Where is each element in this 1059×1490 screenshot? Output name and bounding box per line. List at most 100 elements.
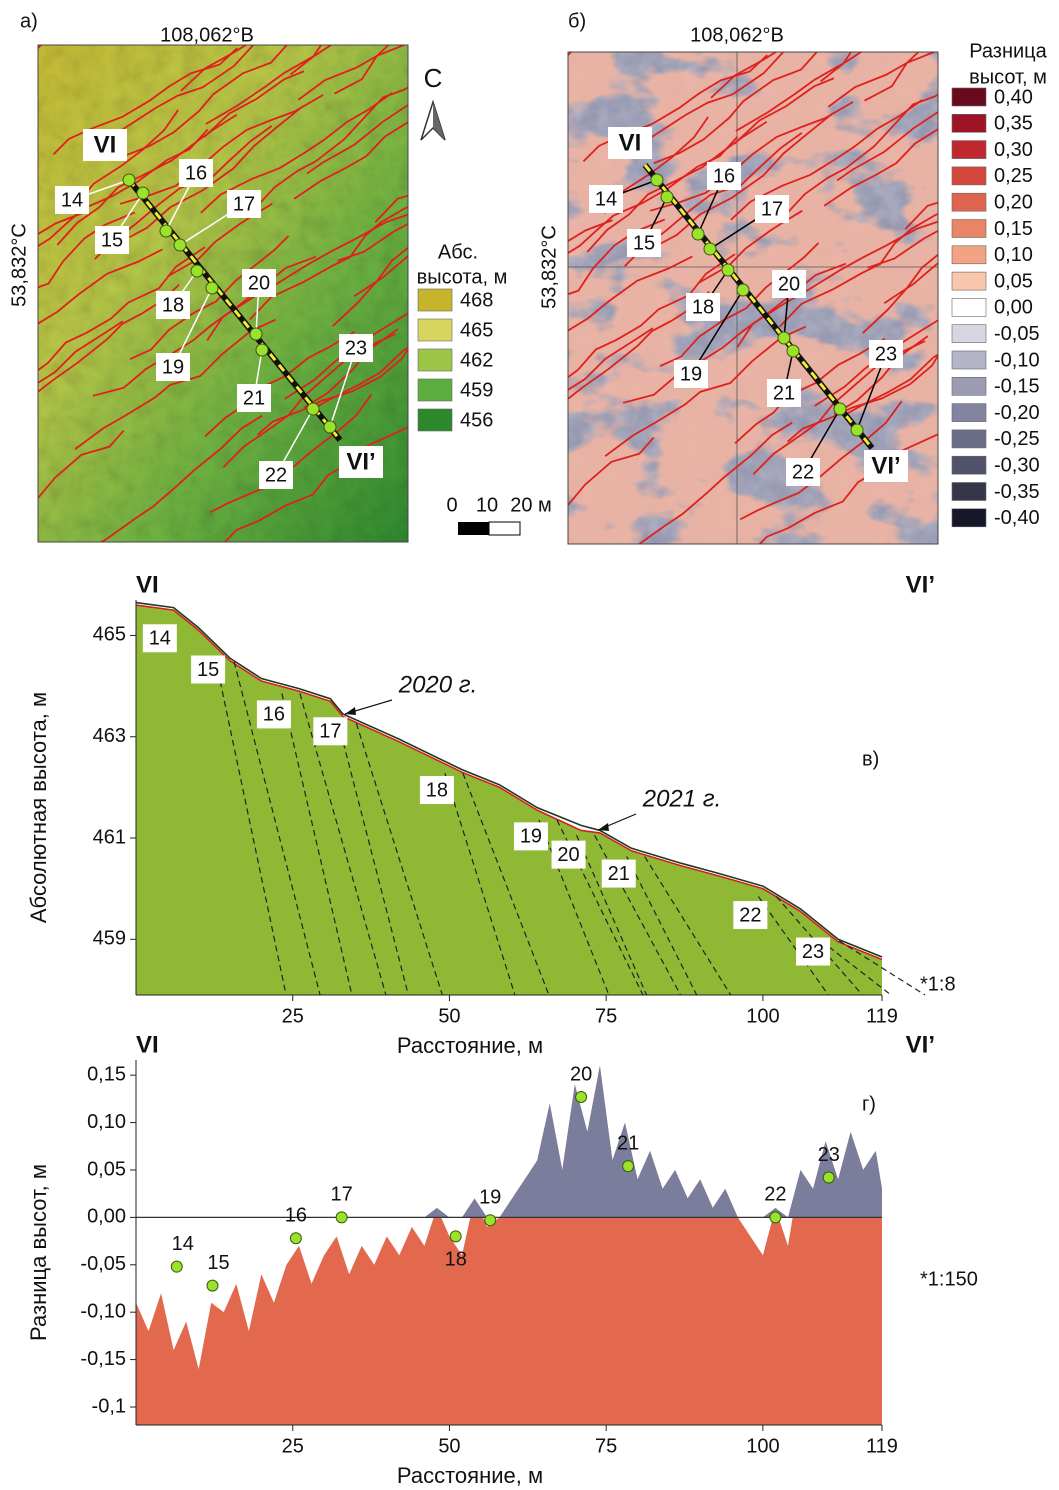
- x-tick-label: 119: [866, 1435, 898, 1457]
- legend-label: 0,35: [994, 113, 1033, 135]
- label-box: [864, 450, 908, 482]
- point-label: 15: [101, 229, 123, 251]
- label-box: [707, 162, 741, 190]
- point-label: 16: [263, 704, 285, 726]
- fault-line: [38, 128, 209, 248]
- fault-line: [659, 242, 820, 367]
- fault-line: [74, 318, 277, 450]
- legend-swatch: [417, 348, 453, 372]
- fault-line: [315, 346, 408, 408]
- fault-line: [38, 212, 83, 236]
- map-frame: [37, 44, 409, 543]
- point-label: 22: [764, 1184, 786, 1206]
- x-tick-label: 119: [866, 1005, 898, 1027]
- fault-line: [836, 111, 938, 182]
- point-label: 17: [233, 193, 255, 215]
- legend-swatch: [951, 376, 987, 396]
- y-tick-label: 0,10: [87, 1111, 126, 1133]
- label-box: [313, 717, 348, 746]
- legend-title: Абс.: [438, 241, 478, 263]
- point: [306, 402, 320, 416]
- panel-label: в): [862, 748, 879, 770]
- point-label: 17: [319, 721, 341, 743]
- x-tick-label: 75: [595, 1005, 617, 1027]
- longitude: 108,062°В: [690, 24, 784, 46]
- point: [691, 227, 705, 241]
- profile-end: VI’: [346, 448, 375, 475]
- area: [136, 605, 882, 995]
- point-label: 14: [149, 628, 171, 650]
- fault-line: [38, 248, 163, 325]
- point-label: 18: [426, 779, 448, 801]
- legend-label: 462: [460, 349, 493, 371]
- point-label: 19: [479, 1187, 501, 1209]
- fault-line: [253, 86, 408, 210]
- point: [484, 1214, 497, 1227]
- legend-label: 0,20: [994, 191, 1033, 213]
- y-tick-label: 0,05: [87, 1158, 126, 1180]
- fault-line: [353, 255, 408, 297]
- legend-swatch: [951, 140, 987, 159]
- north-label: С: [424, 63, 443, 93]
- label-box: [589, 185, 623, 213]
- fault-line: [783, 93, 938, 217]
- point-label: 17: [761, 198, 783, 220]
- label-box: [551, 840, 586, 869]
- fracture-line: [626, 856, 698, 996]
- fault-line: [820, 52, 853, 83]
- point: [173, 238, 187, 252]
- legend-swatch: [951, 298, 987, 317]
- fracture-line: [281, 693, 353, 996]
- point: [255, 343, 269, 357]
- x-tick-label: 75: [595, 1435, 617, 1457]
- fracture-line: [644, 856, 732, 996]
- fault-line: [119, 94, 324, 205]
- x-axis-label: Расстояние, м: [397, 1463, 543, 1488]
- fault-line: [123, 45, 288, 158]
- fault-line: [735, 52, 863, 132]
- label-box: [339, 334, 373, 362]
- point-label: 21: [243, 387, 265, 409]
- point: [323, 420, 337, 434]
- legend-swatch: [951, 429, 987, 449]
- legend-swatch: [951, 350, 987, 370]
- point-label: 23: [802, 941, 824, 963]
- map-frame: [567, 51, 939, 545]
- fracture-line: [444, 772, 516, 996]
- legend-swatch: [417, 408, 453, 432]
- scale-label: 10: [476, 494, 498, 516]
- point: [650, 173, 664, 187]
- label-box: [179, 159, 213, 187]
- x-tick-label: 50: [438, 1005, 460, 1027]
- point: [822, 1171, 835, 1184]
- point: [205, 281, 219, 295]
- point: [289, 1232, 302, 1245]
- point-label: 20: [778, 273, 800, 295]
- point-label: 18: [162, 294, 184, 316]
- legend-swatch: [951, 455, 987, 475]
- point: [575, 1090, 588, 1103]
- legend-label: 0,10: [994, 244, 1033, 266]
- y-tick-label: -0,10: [80, 1300, 126, 1322]
- fracture-line: [355, 723, 443, 996]
- fault-line: [249, 205, 408, 321]
- legend-label: 0,00: [994, 297, 1033, 319]
- fault-line: [128, 105, 304, 239]
- series-annotation: 2020 г.: [398, 671, 478, 698]
- x-tick-label: 100: [746, 1005, 779, 1027]
- point-label: 20: [557, 844, 579, 866]
- scale-label: 20 м: [510, 494, 552, 516]
- label-box: [601, 859, 636, 888]
- legend-swatch: [417, 318, 453, 342]
- fault-line: [38, 429, 125, 500]
- fault-line: [38, 283, 180, 393]
- point-label: 20: [570, 1063, 592, 1085]
- label-box: [191, 655, 226, 684]
- point: [786, 344, 800, 358]
- fault-line: [374, 194, 408, 223]
- legend-swatch: [417, 288, 453, 312]
- point: [206, 1279, 219, 1292]
- latitude: 53,832°С: [8, 223, 30, 307]
- fracture-line: [838, 940, 926, 996]
- longitude: 108,062°В: [160, 24, 254, 46]
